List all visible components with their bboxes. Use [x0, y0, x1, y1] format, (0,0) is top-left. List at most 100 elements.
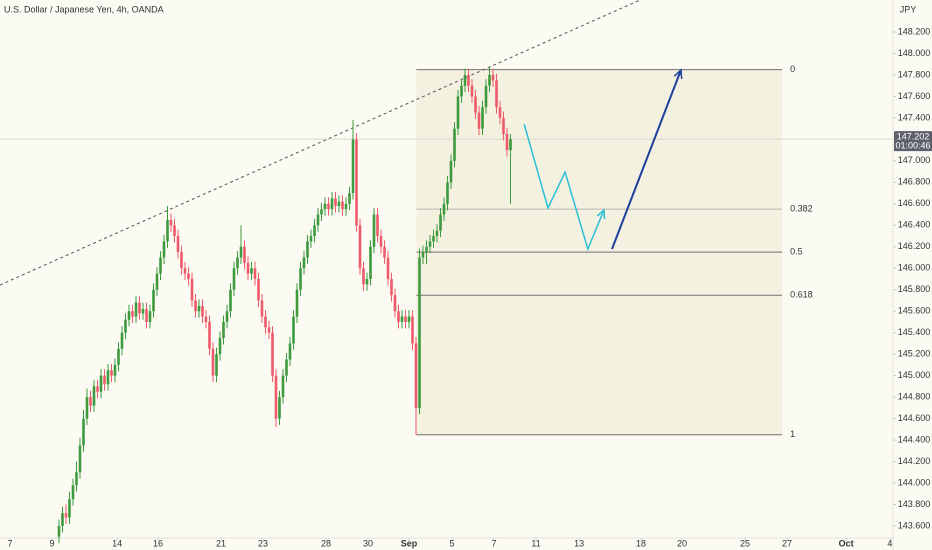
candle-body — [152, 289, 155, 312]
candle-body — [169, 219, 173, 226]
candle-body — [491, 74, 495, 81]
candle-body — [292, 316, 295, 344]
candle-body — [337, 201, 341, 206]
candle-body — [250, 268, 253, 274]
candle-body — [281, 375, 285, 398]
candle-body — [145, 309, 148, 322]
candle-body — [407, 316, 411, 322]
y-tick-label: 144.200 — [898, 456, 931, 466]
candle-body — [274, 375, 278, 419]
candle-body — [183, 268, 187, 274]
candle-body — [453, 128, 456, 161]
y-tick-label: 146.000 — [898, 263, 931, 273]
currency-label: JPY — [900, 4, 917, 14]
candle-body — [229, 289, 232, 312]
candle-body — [85, 397, 89, 419]
candle-body — [106, 370, 110, 385]
candle-body — [120, 332, 124, 349]
y-tick-label: 147.400 — [898, 112, 931, 122]
candle-body — [110, 370, 113, 376]
candle-body — [320, 209, 323, 215]
candle-body — [236, 257, 239, 269]
y-tick-label: 144.800 — [898, 391, 931, 401]
candle-body — [306, 241, 309, 258]
trendline — [0, 0, 641, 286]
candle-body — [159, 257, 162, 274]
x-tick-label: 16 — [153, 538, 163, 548]
candle-body — [180, 252, 183, 269]
candle-body — [141, 309, 145, 314]
candle-body — [400, 316, 404, 322]
candle-body — [211, 348, 215, 376]
y-tick-label: 145.800 — [898, 284, 931, 294]
candle-body — [358, 225, 362, 269]
projection-path — [523, 123, 605, 252]
x-tick-label: 5 — [450, 538, 455, 548]
candle-body — [484, 85, 488, 108]
candle-body — [260, 300, 264, 317]
candle-body — [215, 354, 218, 376]
candle-body — [103, 375, 106, 385]
candle-body — [166, 219, 169, 242]
x-tick-label: 23 — [258, 538, 268, 548]
candle-body — [323, 203, 327, 210]
candle-body — [435, 230, 439, 237]
candle-body — [351, 139, 355, 194]
x-tick-label: 27 — [782, 538, 792, 548]
candle-body — [404, 316, 407, 322]
candle-body — [495, 80, 498, 108]
y-tick-label: 146.800 — [898, 177, 931, 187]
y-tick-label: 148.000 — [898, 48, 931, 58]
candle-body — [355, 139, 358, 226]
candle-body — [397, 311, 400, 322]
x-tick-label: 30 — [363, 538, 373, 548]
candle-body — [365, 278, 369, 285]
x-tick-label: 9 — [49, 538, 54, 548]
candle-body — [439, 214, 442, 231]
candle-body — [344, 203, 348, 210]
candle-body — [271, 332, 274, 376]
candle-body — [386, 257, 390, 279]
y-tick-label: 147.600 — [898, 91, 931, 101]
candle-body — [369, 246, 372, 279]
candle-body — [463, 74, 467, 86]
candle-body — [117, 348, 120, 365]
candle-body — [316, 214, 320, 226]
candle-body — [232, 268, 236, 290]
candle-body — [246, 262, 250, 274]
candle-body — [75, 472, 78, 486]
candle-body — [61, 513, 64, 526]
candle-body — [327, 203, 330, 210]
candle-body — [155, 273, 159, 290]
candle-body — [460, 85, 463, 97]
candle-body — [89, 397, 92, 406]
candle-body — [239, 246, 243, 258]
candle-body — [222, 321, 225, 339]
candle-body — [474, 96, 477, 113]
y-tick-label: 144.000 — [898, 477, 931, 487]
candle-body — [99, 375, 103, 392]
candle-body — [131, 311, 134, 317]
candle-body — [379, 236, 383, 247]
candle-body — [302, 257, 306, 269]
candle-body — [285, 359, 288, 376]
candle-body — [313, 225, 316, 237]
y-tick-label: 145.600 — [898, 306, 931, 316]
candle-body — [295, 289, 299, 317]
candle-body — [173, 225, 176, 237]
candle-body — [341, 201, 344, 210]
candle-body — [71, 485, 75, 500]
candle-body — [509, 139, 512, 151]
x-tick-label: Oct — [839, 538, 854, 548]
candle-body — [96, 386, 99, 392]
candle-body — [124, 319, 127, 333]
candle-body — [134, 302, 138, 317]
candle-body — [138, 302, 141, 314]
candle-body — [218, 338, 222, 355]
x-tick-label: 4 — [887, 538, 892, 548]
y-tick-label: 147.800 — [898, 69, 931, 79]
arrow-head — [596, 208, 606, 220]
x-tick-label: 25 — [740, 538, 750, 548]
candle-body — [449, 160, 453, 183]
